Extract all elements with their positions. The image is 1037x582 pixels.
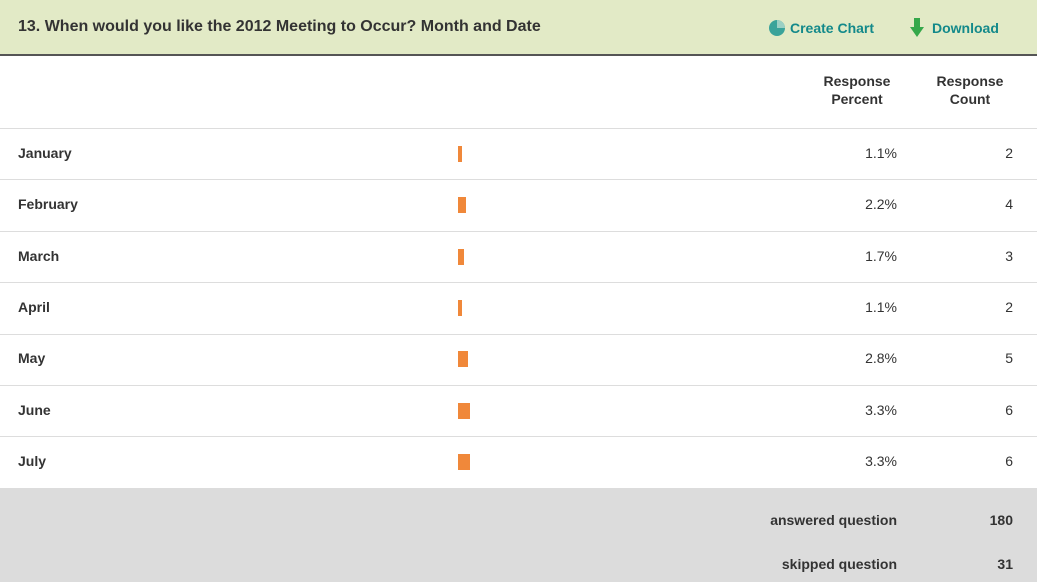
- row-label: March: [18, 247, 60, 264]
- download-link[interactable]: Download: [932, 20, 999, 36]
- row-divider: [0, 128, 1037, 129]
- row-divider: [0, 179, 1037, 181]
- download-icon: [910, 18, 924, 37]
- question-title: 13. When would you like the 2012 Meeting…: [18, 18, 541, 35]
- percent-bar: [458, 248, 465, 265]
- row-label: July: [18, 453, 47, 470]
- response-percent: 2.2%: [865, 196, 897, 213]
- row-divider: [0, 282, 1037, 284]
- response-percent: 1.1%: [865, 144, 897, 161]
- response-percent: 3.3%: [865, 453, 897, 470]
- percent-bar: [458, 197, 466, 214]
- response-percent: 2.8%: [865, 350, 897, 367]
- response-count: 5: [1005, 350, 1013, 367]
- percent-bar: [458, 402, 470, 419]
- percent-bar: [458, 145, 462, 162]
- chart-icon: [769, 20, 785, 36]
- response-percent: 1.1%: [865, 298, 897, 315]
- create-chart-link[interactable]: Create Chart: [790, 20, 875, 36]
- summary-value: 31: [997, 556, 1013, 572]
- response-percent: 3.3%: [865, 401, 897, 418]
- row-label: February: [18, 196, 78, 213]
- response-count: 6: [1005, 401, 1013, 418]
- response-count: 2: [1005, 144, 1013, 161]
- response-count: 2: [1005, 298, 1013, 315]
- row-label: January: [18, 144, 72, 161]
- row-label: June: [18, 401, 51, 418]
- summary-label: skipped question: [781, 556, 897, 572]
- question-header: [0, 0, 1037, 56]
- response-count: 3: [1005, 247, 1013, 264]
- summary-value: 180: [989, 512, 1013, 528]
- row-divider: [0, 436, 1037, 438]
- percent-bar: [458, 454, 470, 471]
- percent-bar: [458, 299, 462, 316]
- response-count: 4: [1005, 196, 1013, 213]
- row-label: May: [18, 350, 46, 367]
- row-divider: [0, 385, 1037, 386]
- row-divider: [0, 230, 1037, 232]
- percent-bar: [458, 351, 469, 368]
- response-count: 6: [1005, 453, 1013, 470]
- row-label: April: [18, 298, 50, 315]
- column-header: Response Count: [936, 73, 1004, 107]
- row-divider: [0, 333, 1037, 335]
- summary-label: answered question: [770, 512, 897, 528]
- response-percent: 1.7%: [865, 247, 897, 264]
- summary-area: [0, 488, 1037, 582]
- column-header: Response Percent: [823, 73, 891, 107]
